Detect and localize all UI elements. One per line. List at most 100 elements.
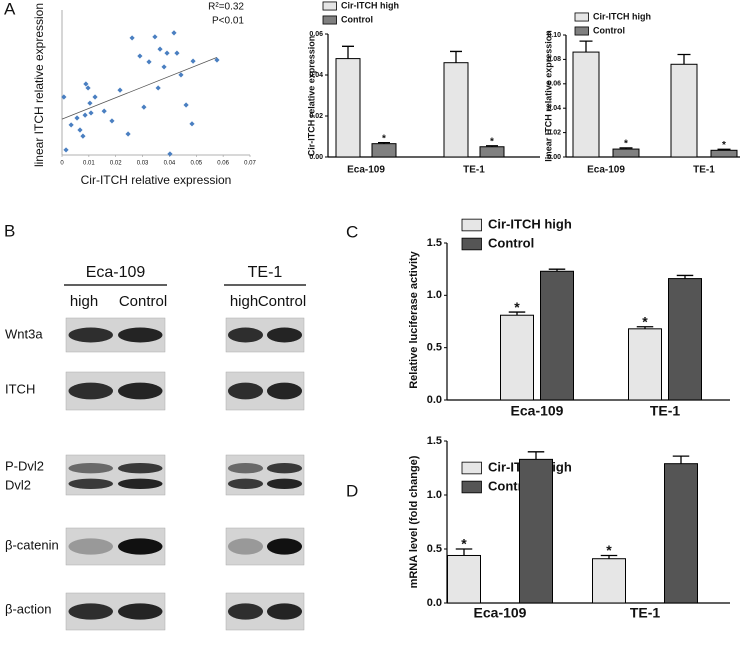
- annotation: R²=0.32: [208, 2, 244, 13]
- y-axis-label: linear ITCH relative expression: [543, 30, 553, 162]
- blot-band: [227, 382, 264, 400]
- blot-band: [227, 538, 264, 555]
- y-axis-label: linear ITCH relative expression: [32, 3, 46, 167]
- y-tick-label: 0.00: [309, 154, 323, 161]
- legend-swatch: [461, 237, 482, 251]
- y-axis-label: Cir-ITCH relative expression: [306, 36, 316, 157]
- point: [117, 87, 123, 93]
- point: [129, 35, 135, 41]
- point: [101, 108, 107, 114]
- point: [68, 122, 74, 128]
- error-bar: [527, 451, 545, 460]
- blot-membrane: [225, 454, 305, 496]
- y-axis-label: mRNA level (fold change): [408, 455, 420, 588]
- y-tick-label: 0.10: [547, 32, 561, 39]
- bar: [572, 51, 600, 158]
- x-tick-label: 0.03: [137, 161, 149, 167]
- row-label: Wnt3a: [5, 326, 43, 341]
- panel-label: A: [4, 0, 16, 18]
- lane-label: high: [230, 293, 258, 310]
- error-bar: [677, 53, 691, 65]
- point: [174, 50, 180, 56]
- legend-swatch: [461, 461, 482, 475]
- error-bar: [342, 45, 354, 59]
- blot-membrane: [65, 454, 166, 496]
- row-label: β-action: [5, 601, 52, 616]
- blot-band: [227, 603, 264, 620]
- x-tick-label: 0.04: [164, 161, 176, 167]
- x-tick-label: 0.01: [83, 161, 95, 167]
- blot-band: [117, 463, 163, 474]
- x-tick-label: 0.07: [244, 161, 256, 167]
- blot-band: [117, 478, 163, 489]
- group-label: Eca-109: [86, 264, 146, 281]
- point: [189, 121, 195, 127]
- legend-label: Cir-ITCH high: [593, 11, 651, 21]
- y-tick-label: 1.0: [427, 489, 442, 501]
- legend-label: Cir-ITCH high: [488, 216, 572, 231]
- point: [87, 100, 93, 106]
- point: [167, 151, 173, 157]
- bar: [670, 63, 698, 158]
- error-bar: [672, 455, 690, 464]
- y-tick-label: 0.04: [547, 105, 561, 112]
- legend-label: Control: [341, 14, 373, 24]
- y-tick-label: 0.0: [427, 394, 442, 406]
- point: [63, 147, 69, 153]
- error-bar: [455, 548, 473, 556]
- significance: *: [514, 299, 520, 315]
- error-bar: [548, 268, 566, 272]
- blot-band: [266, 463, 303, 474]
- point: [109, 118, 115, 124]
- blot-band: [117, 538, 163, 555]
- bar: [592, 558, 626, 604]
- bar: [540, 270, 574, 401]
- significance: *: [490, 136, 494, 147]
- row-label: P-Dvl2: [5, 458, 44, 473]
- y-tick-label: 0.06: [547, 81, 561, 88]
- point: [146, 59, 152, 65]
- y-tick-label: 0.0: [427, 597, 442, 609]
- blot-band: [227, 478, 264, 489]
- point: [141, 104, 147, 110]
- x-tick-label: TE-1: [463, 165, 485, 176]
- blot-band: [68, 538, 114, 555]
- bar: [519, 458, 553, 604]
- legend-swatch: [574, 26, 589, 36]
- error-bar: [378, 142, 390, 144]
- blot-band: [266, 327, 303, 343]
- blot-band: [68, 478, 114, 489]
- point: [82, 112, 88, 118]
- point: [155, 85, 161, 91]
- x-tick-label: TE-1: [693, 165, 715, 176]
- error-bar: [676, 274, 694, 279]
- legend-label: Control: [593, 25, 625, 35]
- bar: [447, 554, 481, 604]
- x-tick-label: Eca-109: [511, 403, 564, 419]
- point: [157, 46, 163, 52]
- y-tick-label: 0.5: [427, 342, 442, 354]
- y-axis-label: Relative luciferase activity: [408, 250, 420, 388]
- y-tick-label: 1.5: [427, 435, 442, 447]
- point: [80, 133, 86, 139]
- significance: *: [722, 140, 726, 151]
- annotation: P<0.01: [212, 16, 244, 27]
- panel-label: C: [346, 222, 358, 241]
- legend-label: Cir-ITCH high: [341, 0, 399, 10]
- y-tick-label: 0.02: [309, 113, 323, 120]
- row-label: β-catenin: [5, 537, 59, 552]
- point: [125, 131, 131, 137]
- y-tick-label: 0.02: [547, 129, 561, 136]
- point: [190, 58, 196, 64]
- x-tick-label: Eca-109: [587, 165, 625, 176]
- significance: *: [606, 542, 612, 558]
- point: [74, 115, 80, 121]
- legend-label: Control: [488, 235, 534, 250]
- y-tick-label: 1.0: [427, 289, 442, 301]
- error-bar: [579, 40, 593, 53]
- significance: *: [642, 313, 648, 329]
- x-tick-label: TE-1: [650, 403, 681, 419]
- bar: [612, 148, 640, 158]
- error-bar: [486, 145, 498, 147]
